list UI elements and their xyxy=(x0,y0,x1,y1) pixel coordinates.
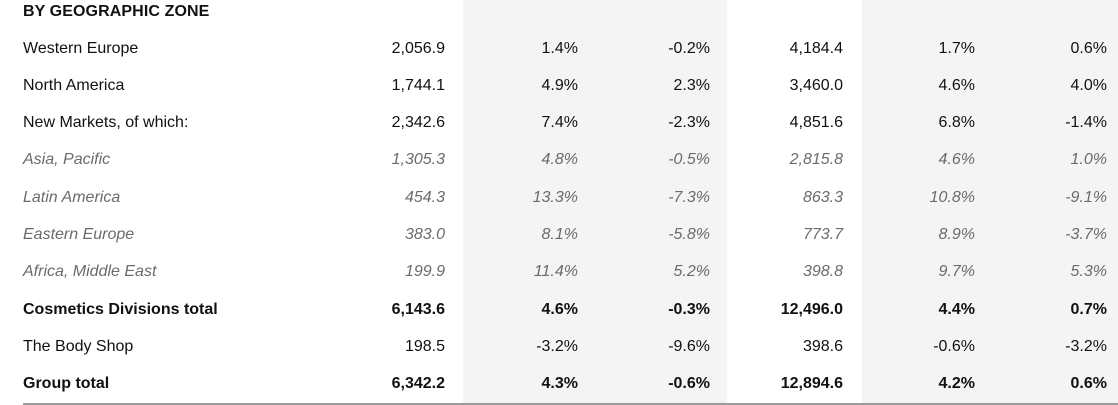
value-cell: -0.5% xyxy=(668,151,710,168)
shaded-column-band-1 xyxy=(463,0,727,405)
table-row: New Markets, of which: 2,342.6 7.4% -2.3% 4,… xyxy=(0,104,1118,141)
table-row: Asia, Pacific 1,305.3 4.8% -0.5% 2,815.8 4.6%… xyxy=(0,141,1118,178)
table-row: The Body Shop 198.5 -3.2% -9.6% 398.6 -0.6% -3… xyxy=(0,328,1118,365)
bottom-rule xyxy=(23,403,1118,405)
value-cell: -1.4% xyxy=(1065,114,1107,131)
value-cell: 4.4% xyxy=(938,301,975,318)
value-cell: -5.8% xyxy=(668,226,710,243)
row-label: Africa, Middle East xyxy=(23,263,157,280)
value-cell: 10.8% xyxy=(929,189,975,206)
row-label: New Markets, of which: xyxy=(23,114,189,131)
section-title: BY GEOGRAPHIC ZONE xyxy=(23,3,210,20)
value-cell: 7.4% xyxy=(541,114,578,131)
table-row: Western Europe 2,056.9 1.4% -0.2% 4,184.4 1.7… xyxy=(0,30,1118,67)
value-cell: 6.8% xyxy=(938,114,975,131)
value-cell: 4.9% xyxy=(541,77,578,94)
table-row: Cosmetics Divisions total 6,143.6 4.6% -0.3… xyxy=(0,291,1118,328)
row-label: Eastern Europe xyxy=(23,226,135,243)
value-cell: 4,184.4 xyxy=(789,40,843,57)
value-cell: 6,342.2 xyxy=(391,375,445,392)
value-cell: 398.6 xyxy=(802,338,843,355)
table-row: North America 1,744.1 4.9% 2.3% 3,460.0 4.6% 4… xyxy=(0,67,1118,104)
value-cell: -9.1% xyxy=(1065,189,1107,206)
value-cell: 1,744.1 xyxy=(391,77,445,94)
value-cell: 199.9 xyxy=(404,263,445,280)
value-cell: -3.7% xyxy=(1065,226,1107,243)
value-cell: 12,894.6 xyxy=(780,375,843,392)
shaded-column-band-2 xyxy=(862,0,1118,405)
value-cell: -0.3% xyxy=(668,301,710,318)
value-cell: -9.6% xyxy=(668,338,710,355)
value-cell: 8.1% xyxy=(541,226,578,243)
value-cell: 4.8% xyxy=(541,151,578,168)
value-cell: 6,143.6 xyxy=(391,301,445,318)
value-cell: 9.7% xyxy=(938,263,975,280)
table-row: Eastern Europe 383.0 8.1% -5.8% 773.7 8.9% -3.… xyxy=(0,216,1118,253)
value-cell: 398.8 xyxy=(802,263,843,280)
value-cell: 1.7% xyxy=(938,40,975,57)
value-cell: -3.2% xyxy=(1065,338,1107,355)
value-cell: 773.7 xyxy=(802,226,843,243)
value-cell: 863.3 xyxy=(802,189,843,206)
value-cell: 13.3% xyxy=(532,189,578,206)
row-label: Western Europe xyxy=(23,40,139,57)
table-row: Africa, Middle East 199.9 11.4% 5.2% 398.8 9.… xyxy=(0,253,1118,290)
value-cell: 4.3% xyxy=(541,375,578,392)
value-cell: 4.6% xyxy=(938,77,975,94)
table-row: Group total 6,342.2 4.3% -0.6% 12,894.6 4.2% 0… xyxy=(0,365,1118,402)
row-label: Asia, Pacific xyxy=(23,151,111,168)
value-cell: 0.6% xyxy=(1070,375,1107,392)
value-cell: 4.2% xyxy=(938,375,975,392)
value-cell: 3,460.0 xyxy=(789,77,843,94)
value-cell: -0.6% xyxy=(668,375,710,392)
value-cell: 0.7% xyxy=(1070,301,1107,318)
value-cell: -3.2% xyxy=(536,338,578,355)
value-cell: 4.6% xyxy=(541,301,578,318)
value-cell: 198.5 xyxy=(404,338,445,355)
value-cell: -7.3% xyxy=(668,189,710,206)
value-cell: 5.2% xyxy=(673,263,710,280)
value-cell: 1.4% xyxy=(541,40,578,57)
value-cell: -0.2% xyxy=(668,40,710,57)
value-cell: 1,305.3 xyxy=(391,151,445,168)
row-label: Cosmetics Divisions total xyxy=(23,301,218,318)
value-cell: 8.9% xyxy=(938,226,975,243)
value-cell: 4.0% xyxy=(1070,77,1107,94)
value-cell: 4.6% xyxy=(938,151,975,168)
value-cell: 1.0% xyxy=(1070,151,1107,168)
value-cell: 4,851.6 xyxy=(789,114,843,131)
value-cell: 11.4% xyxy=(533,263,578,280)
value-cell: 12,496.0 xyxy=(780,301,843,318)
value-cell: 2,342.6 xyxy=(391,114,445,131)
value-cell: 2,056.9 xyxy=(391,40,445,57)
row-label: North America xyxy=(23,77,125,94)
value-cell: -0.6% xyxy=(933,338,975,355)
value-cell: 5.3% xyxy=(1070,263,1107,280)
value-cell: 0.6% xyxy=(1070,40,1107,57)
row-label: Group total xyxy=(23,375,110,392)
value-cell: 2.3% xyxy=(673,77,710,94)
value-cell: 454.3 xyxy=(404,189,445,206)
row-label: The Body Shop xyxy=(23,338,134,355)
value-cell: 2,815.8 xyxy=(789,151,843,168)
table-row: Latin America 454.3 13.3% -7.3% 863.3 10.8% -9… xyxy=(0,179,1118,216)
row-label: Latin America xyxy=(23,189,121,206)
value-cell: -2.3% xyxy=(668,114,710,131)
value-cell: 383.0 xyxy=(404,226,445,243)
